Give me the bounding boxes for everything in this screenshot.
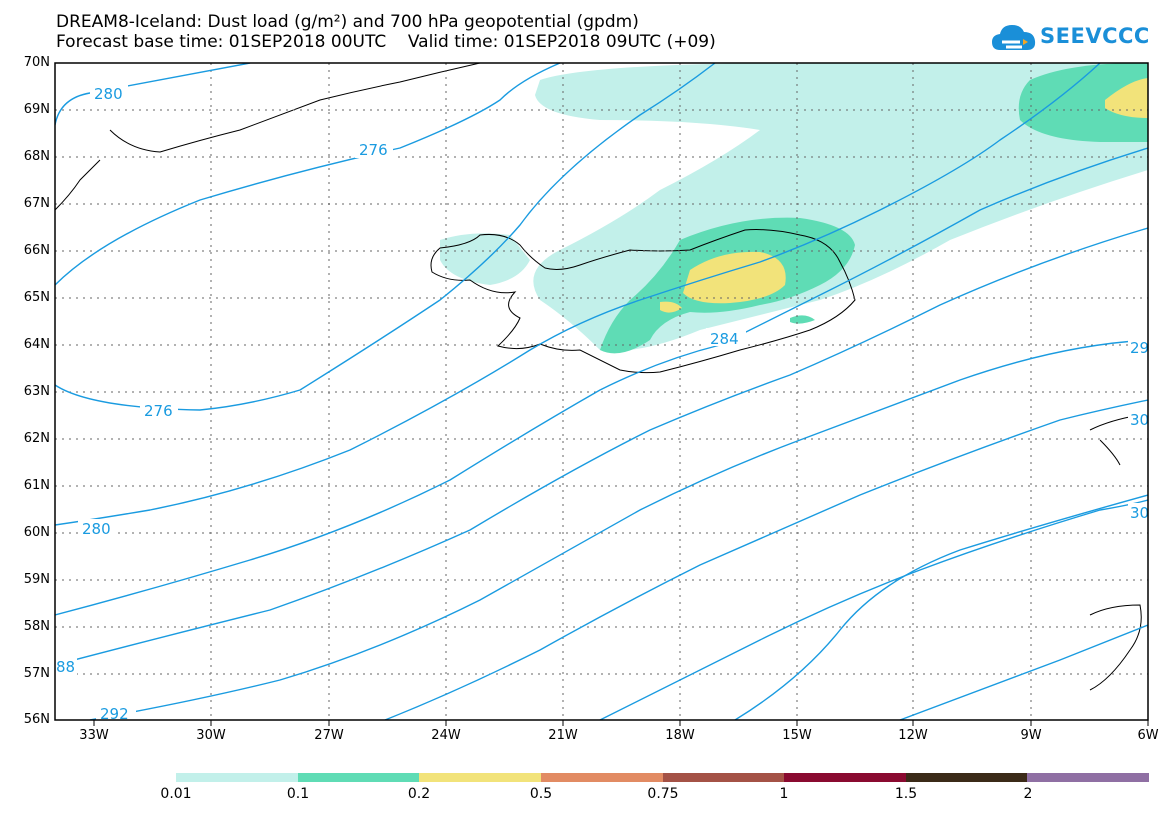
colorbar-label: 0.1 (286, 786, 310, 802)
seevccc-logo: SEEVCCC (990, 18, 1170, 58)
lat-label: 68N (23, 149, 50, 164)
lon-label: 18W (665, 728, 695, 743)
lat-label: 69N (23, 102, 50, 117)
lon-label: 9W (1020, 728, 1042, 743)
colorbar-segment (662, 773, 785, 782)
cloud-icon (992, 25, 1036, 50)
lon-label: 6W (1137, 728, 1159, 743)
colorbar-segment (297, 773, 420, 782)
contour-label: 292 (100, 705, 129, 723)
colorbar-label: 1.5 (894, 786, 918, 802)
lat-label: 58N (23, 619, 50, 634)
lat-label: 56N (23, 712, 50, 727)
lat-label: 60N (23, 525, 50, 540)
lat-label: 67N (23, 196, 50, 211)
lon-label: 15W (782, 728, 812, 743)
lon-label: 12W (898, 728, 928, 743)
colorbar-label: 0.5 (529, 786, 553, 802)
colorbar-label: 0.2 (407, 786, 431, 802)
colorbar-label: 1 (779, 786, 789, 802)
lat-label: 64N (23, 337, 50, 352)
contour-label: 30 (1130, 411, 1149, 429)
lon-label: 30W (196, 728, 226, 743)
contour-label: 30 (1130, 504, 1149, 522)
contour-label: 29 (1130, 339, 1149, 357)
graticule (55, 63, 1148, 720)
lat-label: 57N (23, 666, 50, 681)
axis-ticks (93, 720, 1149, 726)
map-title: DREAM8-Iceland: Dust load (g/m²) and 700… (56, 12, 639, 32)
lon-label: 33W (79, 728, 109, 743)
colorbar-segment (905, 773, 1028, 782)
dust-load-shading (440, 63, 1148, 354)
lon-label: 27W (314, 728, 344, 743)
contour-label: 276 (359, 141, 388, 159)
contour-labels: 280 276 284 276 280 88 292 29 30 30 (55, 84, 1149, 723)
contour-label: 280 (82, 520, 111, 538)
colorbar-label: 0.75 (647, 786, 679, 802)
colorbar-segment (784, 773, 906, 782)
colorbar-segment (419, 773, 541, 782)
colorbar-segment (176, 773, 298, 782)
map-subtitle: Forecast base time: 01SEP2018 00UTC Vali… (56, 32, 716, 52)
geopotential-contours (55, 63, 1148, 720)
contour-label: 276 (144, 402, 173, 420)
logo-text: SEEVCCC (1040, 24, 1150, 48)
colorbar-label: 0.01 (160, 786, 192, 802)
colorbar (176, 773, 1149, 782)
lon-label: 24W (431, 728, 461, 743)
colorbar-label: 2 (1023, 786, 1033, 802)
lat-label: 59N (23, 572, 50, 587)
contour-label: 284 (710, 330, 739, 348)
lat-label: 66N (23, 243, 50, 258)
contour-label: 280 (94, 85, 123, 103)
lat-label: 63N (23, 384, 50, 399)
lat-label: 62N (23, 431, 50, 446)
map-frame (54, 62, 1149, 721)
colorbar-segment (540, 773, 663, 782)
colorbar-segment (1027, 773, 1149, 782)
lat-label: 70N (23, 55, 50, 70)
lat-label: 61N (23, 478, 50, 493)
lon-label: 21W (548, 728, 578, 743)
lat-label: 65N (23, 290, 50, 305)
contour-label: 88 (56, 658, 75, 676)
